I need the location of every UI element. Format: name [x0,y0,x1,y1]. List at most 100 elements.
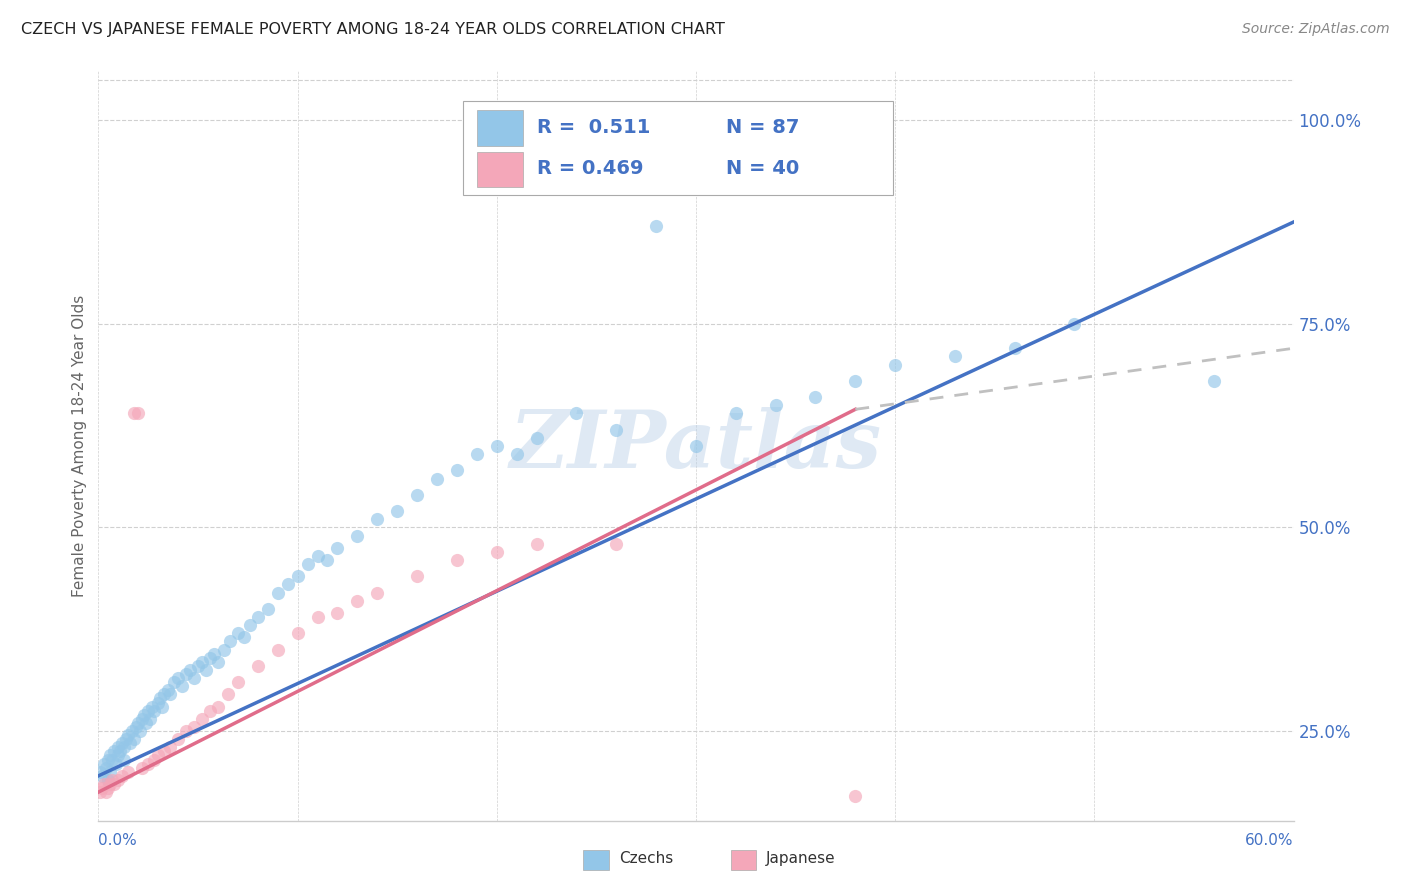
Point [366,585,388,599]
Point [159,740,181,755]
Point [212,642,235,657]
Point [139,712,162,726]
Point [645,219,668,233]
Point [96,785,118,799]
Point [93,756,115,771]
Point [153,744,176,758]
Point [366,512,388,526]
Point [485,439,508,453]
Point [167,671,190,685]
Point [97,780,120,795]
Text: N = 87: N = 87 [725,118,799,137]
Point [287,626,309,640]
Point [526,431,548,445]
Point [97,772,120,787]
Point [605,423,627,437]
Point [1202,374,1225,388]
Bar [477,111,523,146]
Point [485,545,508,559]
Point [219,634,242,648]
Point [426,472,449,486]
Point [159,687,181,701]
Point [107,772,129,787]
Point [89,764,111,779]
Text: 0.0%: 0.0% [98,833,138,848]
Point [143,704,166,718]
Point [127,715,149,730]
Point [167,732,190,747]
Point [406,488,429,502]
Point [239,618,262,632]
Point [89,785,111,799]
Point [287,569,309,583]
Point [107,740,129,755]
Point [136,704,159,718]
Text: R = 0.469: R = 0.469 [537,160,644,178]
Point [207,655,229,669]
Point [103,777,125,791]
Point [232,631,254,645]
Point [307,549,329,563]
Point [465,447,488,461]
Point [157,683,180,698]
Point [565,406,588,420]
Point [844,374,866,388]
Point [134,707,156,722]
Point [148,696,170,710]
Point [685,439,707,453]
Point [198,650,221,665]
Point [844,789,866,804]
Point [131,761,153,775]
Text: Source: ZipAtlas.com: Source: ZipAtlas.com [1241,22,1389,37]
Y-axis label: Female Poverty Among 18-24 Year Olds: Female Poverty Among 18-24 Year Olds [72,295,87,597]
Point [135,715,157,730]
Point [217,687,239,701]
Point [149,691,172,706]
Point [112,740,135,755]
Point [127,406,149,420]
Point [153,687,176,701]
Point [191,712,214,726]
Point [226,626,249,640]
Point [326,541,349,555]
Point [101,772,124,787]
Text: CZECH VS JAPANESE FEMALE POVERTY AMONG 18-24 YEAR OLDS CORRELATION CHART: CZECH VS JAPANESE FEMALE POVERTY AMONG 1… [21,22,725,37]
Point [316,553,339,567]
Text: ZIPatlas: ZIPatlas [510,408,882,484]
Point [143,753,166,767]
Point [346,593,368,607]
Point [884,358,907,372]
Point [1063,317,1085,331]
Point [91,780,114,795]
Point [98,777,122,791]
Point [256,602,278,616]
Point [107,748,129,763]
Point [98,764,122,779]
Point [91,769,114,783]
Text: R =  0.511: R = 0.511 [537,118,651,137]
Point [117,728,139,742]
Point [246,659,269,673]
Point [346,528,368,542]
FancyBboxPatch shape [463,102,893,195]
Point [131,712,153,726]
Point [129,724,152,739]
Point [207,699,229,714]
Text: Czechs: Czechs [619,851,673,865]
Point [198,704,221,718]
Point [297,557,319,571]
Point [267,642,290,657]
Point [267,585,290,599]
Point [96,761,118,775]
Point [103,744,125,758]
Point [111,736,134,750]
Point [605,537,627,551]
Point [105,756,128,771]
Point [174,667,197,681]
Text: Japanese: Japanese [766,851,837,865]
Point [111,769,134,783]
Point [804,390,827,404]
Point [150,699,173,714]
Point [724,406,747,420]
Point [174,724,197,739]
